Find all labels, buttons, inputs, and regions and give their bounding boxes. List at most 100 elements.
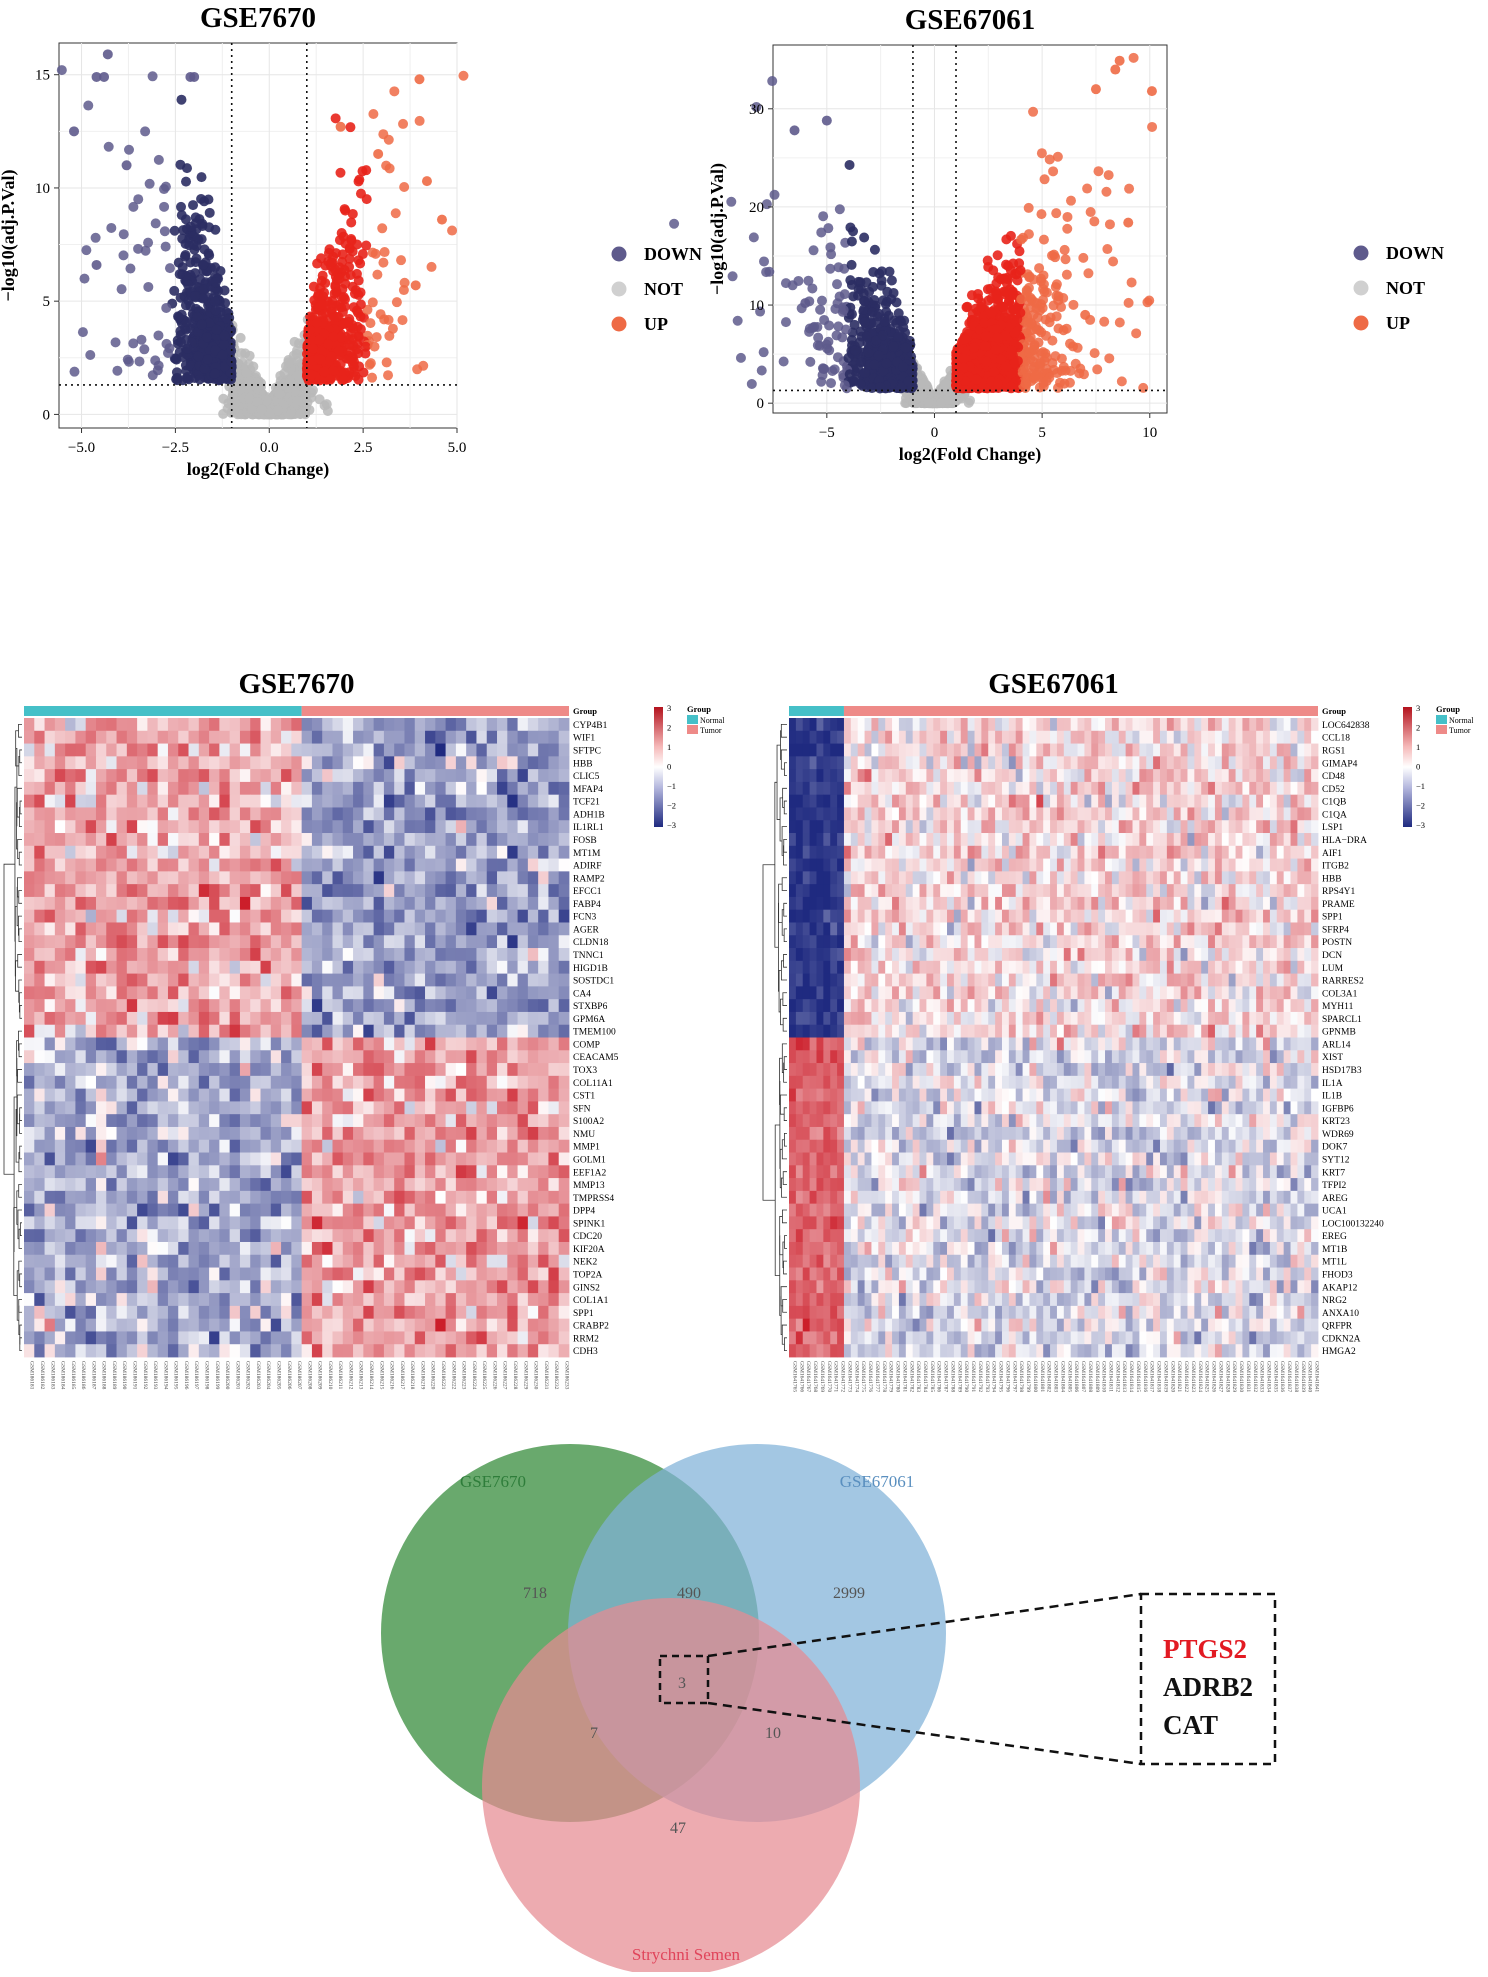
down-point xyxy=(91,233,101,243)
down-point xyxy=(840,380,850,390)
up-point xyxy=(356,189,366,199)
down-point xyxy=(815,305,825,315)
down-point xyxy=(862,332,872,342)
up-point xyxy=(340,206,350,216)
down-point xyxy=(176,337,186,347)
up-point xyxy=(330,289,340,299)
down-point xyxy=(195,374,205,384)
down-point xyxy=(847,280,857,290)
down-point xyxy=(188,240,198,250)
not-point xyxy=(941,379,951,389)
up-point xyxy=(437,215,447,225)
down-point xyxy=(190,291,200,301)
legend-marker-down xyxy=(612,247,627,262)
down-point xyxy=(827,366,837,376)
up-point xyxy=(1083,268,1093,278)
up-point xyxy=(354,375,364,385)
down-point xyxy=(847,236,857,246)
up-point xyxy=(353,308,363,318)
down-point xyxy=(124,145,134,155)
down-point xyxy=(807,283,817,293)
down-point xyxy=(128,338,138,348)
up-point xyxy=(358,249,368,259)
down-point xyxy=(134,356,144,366)
up-point xyxy=(354,176,364,186)
up-point xyxy=(392,297,402,307)
down-point xyxy=(85,350,95,360)
down-point xyxy=(182,372,192,382)
up-point xyxy=(361,241,371,251)
down-point xyxy=(747,379,757,389)
down-point xyxy=(159,202,169,212)
down-point xyxy=(779,356,789,366)
down-point xyxy=(199,196,209,206)
down-point xyxy=(69,126,79,136)
up-point xyxy=(385,163,395,173)
down-point xyxy=(809,245,819,255)
up-point xyxy=(400,278,410,288)
up-point xyxy=(356,287,366,297)
up-point xyxy=(373,149,383,159)
down-point xyxy=(835,292,845,302)
down-point xyxy=(759,256,769,266)
down-point xyxy=(180,252,190,262)
down-point xyxy=(170,226,180,236)
up-point xyxy=(384,135,394,145)
down-point xyxy=(878,330,888,340)
down-point xyxy=(220,286,230,296)
down-point xyxy=(183,280,193,290)
down-point xyxy=(118,250,128,260)
down-point xyxy=(874,309,884,319)
up-point xyxy=(365,318,375,328)
up-point xyxy=(1057,354,1067,364)
down-point xyxy=(177,210,187,220)
down-point xyxy=(154,155,164,165)
down-point xyxy=(212,325,222,335)
up-point xyxy=(361,342,371,352)
not-point xyxy=(290,337,300,347)
not-point xyxy=(283,357,293,367)
up-point xyxy=(1117,376,1127,386)
up-point xyxy=(1078,253,1088,263)
legend-label-up: UP xyxy=(644,314,668,334)
up-point xyxy=(338,307,348,317)
up-point xyxy=(993,250,1003,260)
down-point xyxy=(863,348,873,358)
down-point xyxy=(825,242,835,252)
down-point xyxy=(728,271,738,281)
up-point xyxy=(344,334,354,344)
y-axis-label: −log10(adj.P.Val) xyxy=(0,170,19,302)
down-point xyxy=(887,275,897,285)
up-point xyxy=(344,317,354,327)
legend-marker-up xyxy=(612,317,627,332)
down-point xyxy=(868,267,878,277)
down-point xyxy=(833,352,843,362)
down-point xyxy=(151,218,161,228)
down-point xyxy=(140,126,150,136)
down-point xyxy=(78,327,88,337)
down-point xyxy=(882,287,892,297)
up-point xyxy=(339,375,349,385)
down-point xyxy=(856,357,866,367)
up-point xyxy=(422,176,432,186)
up-point xyxy=(427,262,437,272)
up-point xyxy=(1102,244,1112,254)
down-point xyxy=(202,332,212,342)
up-point xyxy=(1068,300,1078,310)
down-point xyxy=(764,267,774,277)
up-point xyxy=(339,292,349,302)
up-point xyxy=(1048,166,1058,176)
up-point xyxy=(370,342,380,352)
up-point xyxy=(1093,166,1103,176)
up-point xyxy=(345,347,355,357)
down-point xyxy=(669,219,679,229)
down-point xyxy=(869,360,879,370)
down-point xyxy=(81,245,91,255)
down-point xyxy=(839,305,849,315)
up-point xyxy=(331,113,341,123)
up-point xyxy=(368,109,378,119)
up-point xyxy=(314,335,324,345)
down-point xyxy=(124,357,134,367)
